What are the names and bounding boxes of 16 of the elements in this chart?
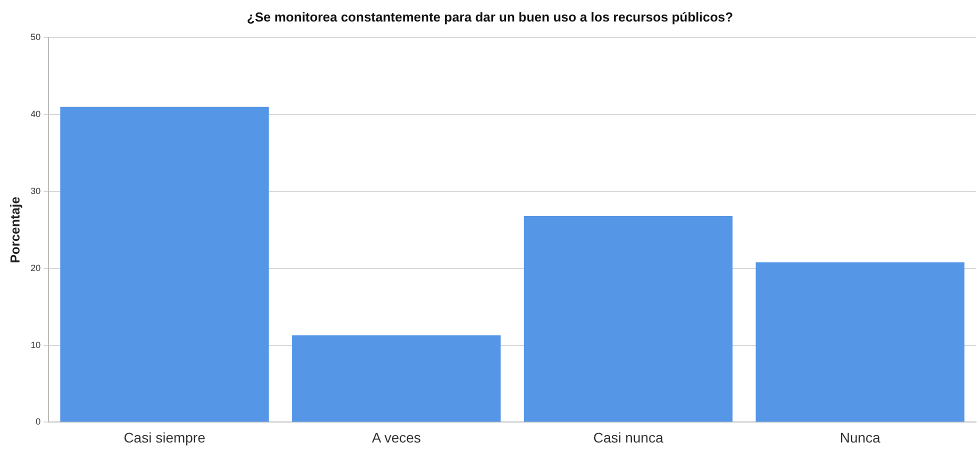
x-tick-label: A veces [372, 429, 421, 446]
y-tick-label: 10 [30, 340, 41, 350]
chart-title: ¿Se monitorea constantemente para dar un buen uso a los recursos públicos? [246, 9, 734, 24]
x-tick-label: Casi siempre [124, 429, 206, 446]
y-tick-label: 30 [30, 186, 41, 196]
bar [524, 216, 733, 422]
y-tick-label: 50 [30, 32, 41, 42]
y-tick-label: 40 [30, 109, 41, 120]
y-tick-label: 20 [30, 262, 41, 273]
x-tick-label: Nunca [840, 429, 881, 446]
y-tick-label: 0 [36, 416, 41, 427]
bar [292, 335, 501, 422]
bar [60, 106, 269, 422]
bar [756, 262, 964, 422]
y-axis-title: Porcentaje [7, 196, 22, 264]
x-tick-label: Casi nunca [593, 429, 664, 446]
